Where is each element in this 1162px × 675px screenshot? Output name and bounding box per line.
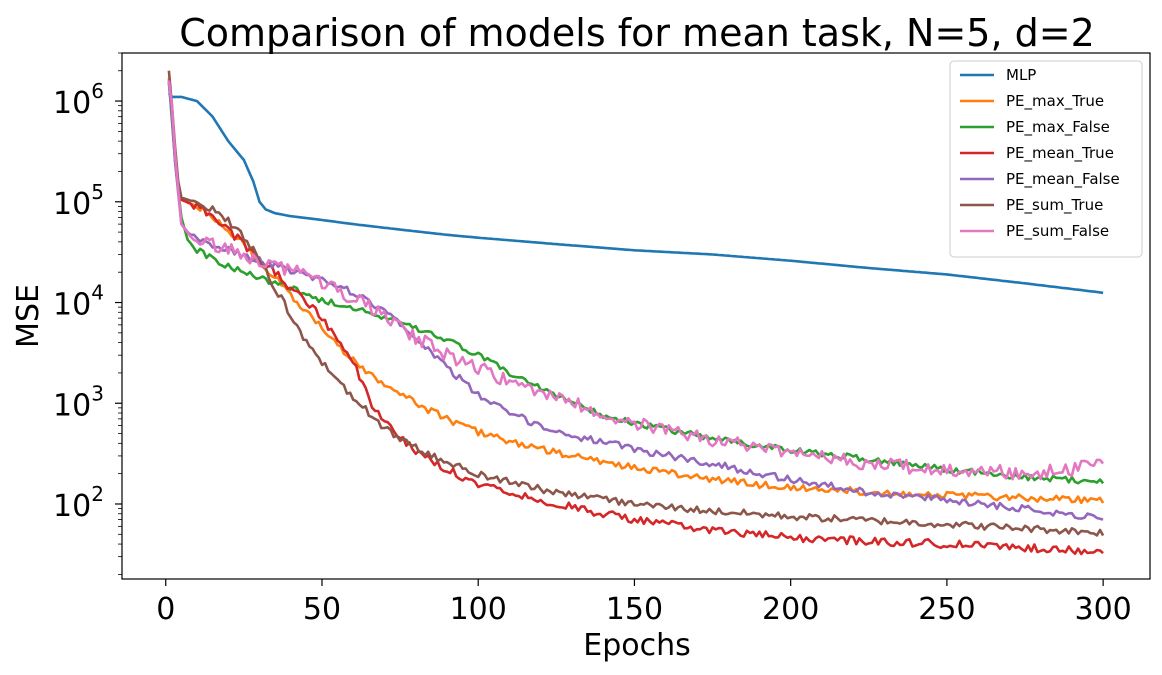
y-tick-label: 104	[53, 281, 104, 323]
legend: MLP PE_max_True PE_max_False PE_mean_True PE…	[949, 60, 1143, 258]
legend-label: PE_mean_False	[1006, 170, 1120, 189]
plot-lines	[167, 70, 1105, 556]
y-tick-base: 10	[53, 288, 91, 323]
y-tick-base: 10	[53, 86, 91, 121]
y-tick-label: 102	[53, 482, 104, 524]
legend-box	[949, 60, 1143, 258]
x-tick-label: 100	[450, 592, 507, 627]
y-tick-exponent: 3	[91, 381, 104, 405]
x-tick-label: 50	[303, 592, 341, 627]
series-line-MLP	[167, 92, 1104, 295]
legend-label: PE_sum_False	[1006, 222, 1109, 241]
x-tick-label: 0	[156, 592, 175, 627]
x-tick-label: 300	[1074, 592, 1131, 627]
series-line-PE_sum_False	[167, 80, 1105, 481]
y-tick-exponent: 2	[91, 482, 104, 506]
y-tick-base: 10	[53, 388, 91, 423]
y-tick-exponent: 6	[91, 79, 104, 103]
y-tick-exponent: 4	[91, 281, 104, 305]
legend-label: PE_max_True	[1006, 92, 1104, 111]
y-axis-label: MSE	[11, 284, 46, 348]
series-line-PE_sum_True	[167, 70, 1105, 537]
y-tick-base: 10	[53, 187, 91, 222]
legend-label: PE_max_False	[1006, 118, 1110, 137]
y-tick-label: 105	[53, 180, 104, 222]
legend-label: PE_sum_True	[1006, 196, 1103, 215]
y-tick-base: 10	[53, 489, 91, 524]
x-axis: 0 50 100 150 200 250 300	[156, 579, 1132, 627]
legend-label: PE_mean_True	[1006, 144, 1114, 163]
chart-title: Comparison of models for mean task, N=5,…	[179, 11, 1095, 55]
y-tick-exponent: 5	[91, 180, 104, 204]
y-tick-label: 103	[53, 381, 104, 423]
y-tick-label: 106	[53, 79, 104, 121]
x-tick-label: 250	[918, 592, 975, 627]
x-axis-label: Epochs	[583, 628, 691, 663]
x-tick-label: 150	[606, 592, 663, 627]
series-line-PE_max_True	[167, 77, 1105, 505]
series-line-PE_mean_True	[167, 80, 1104, 556]
legend-label: MLP	[1006, 66, 1036, 84]
x-tick-label: 200	[762, 592, 819, 627]
plot-frame	[121, 52, 1151, 580]
series-line-PE_mean_False	[167, 83, 1104, 521]
